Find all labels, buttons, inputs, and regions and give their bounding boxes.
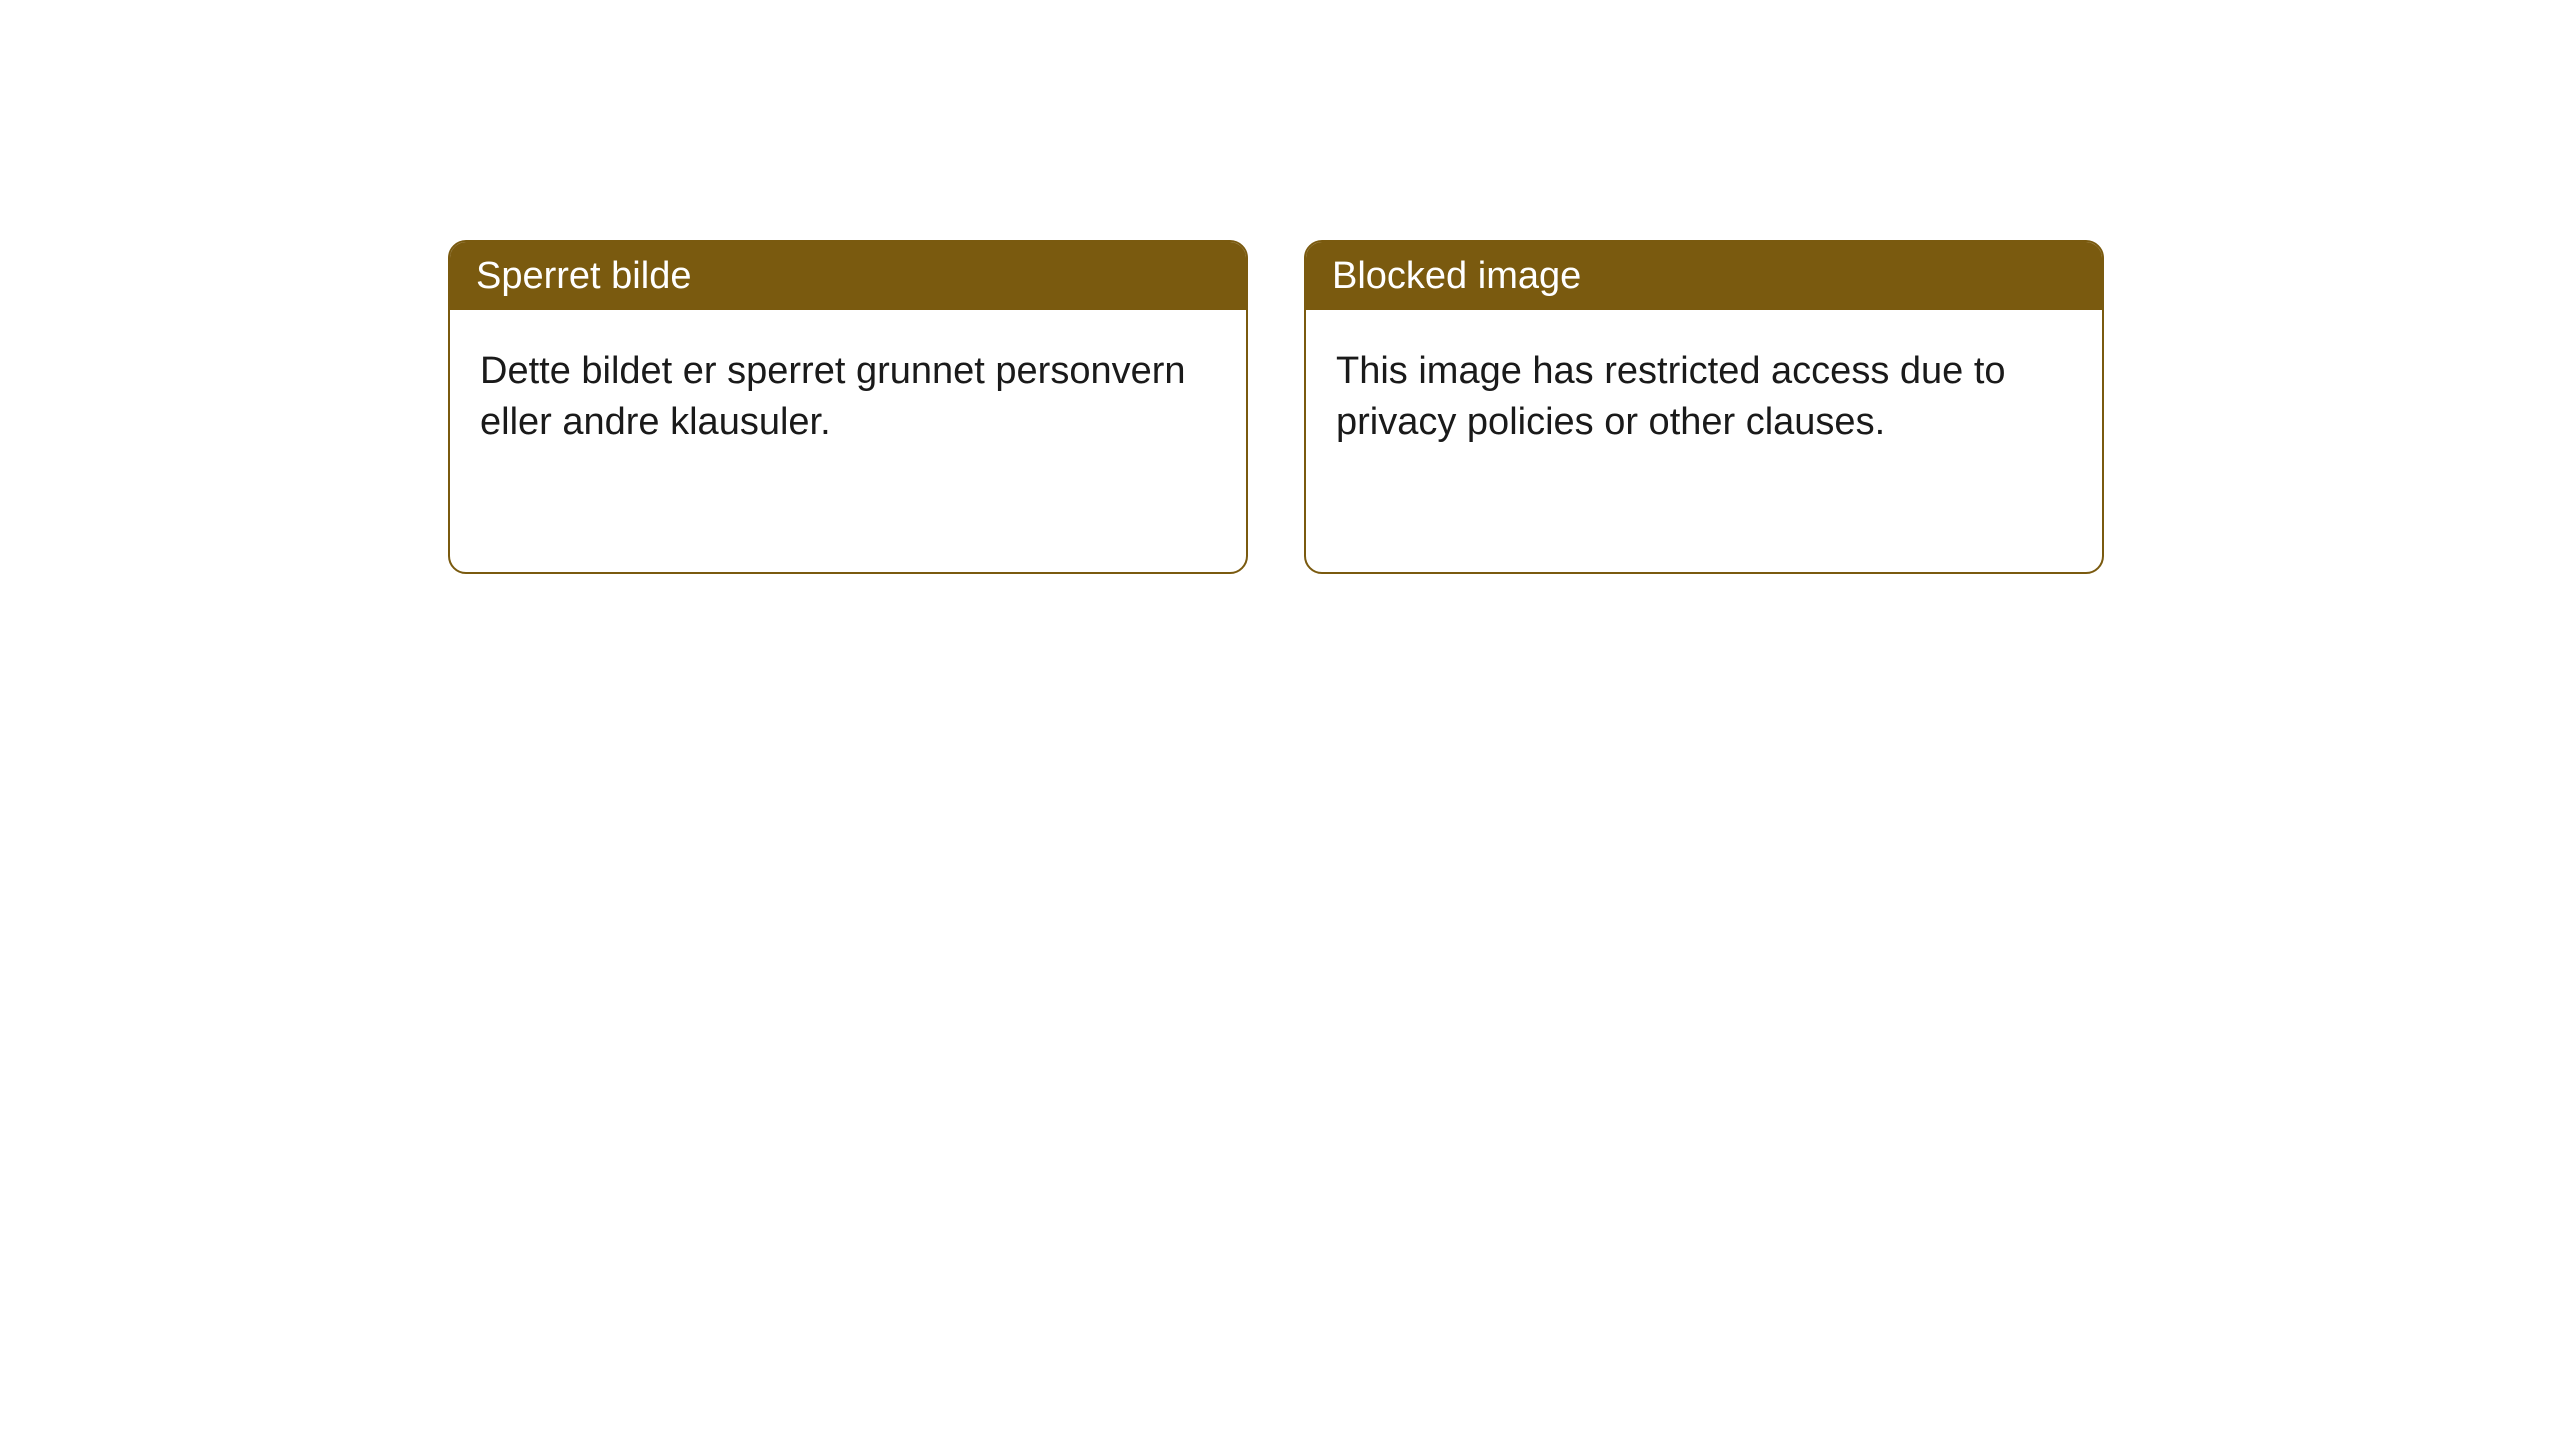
notice-body-norwegian: Dette bildet er sperret grunnet personve… [450,310,1246,479]
notice-card-english: Blocked image This image has restricted … [1304,240,2104,574]
notice-container: Sperret bilde Dette bildet er sperret gr… [448,240,2104,574]
notice-title-english: Blocked image [1306,242,2102,310]
notice-card-norwegian: Sperret bilde Dette bildet er sperret gr… [448,240,1248,574]
notice-title-norwegian: Sperret bilde [450,242,1246,310]
notice-body-english: This image has restricted access due to … [1306,310,2102,479]
